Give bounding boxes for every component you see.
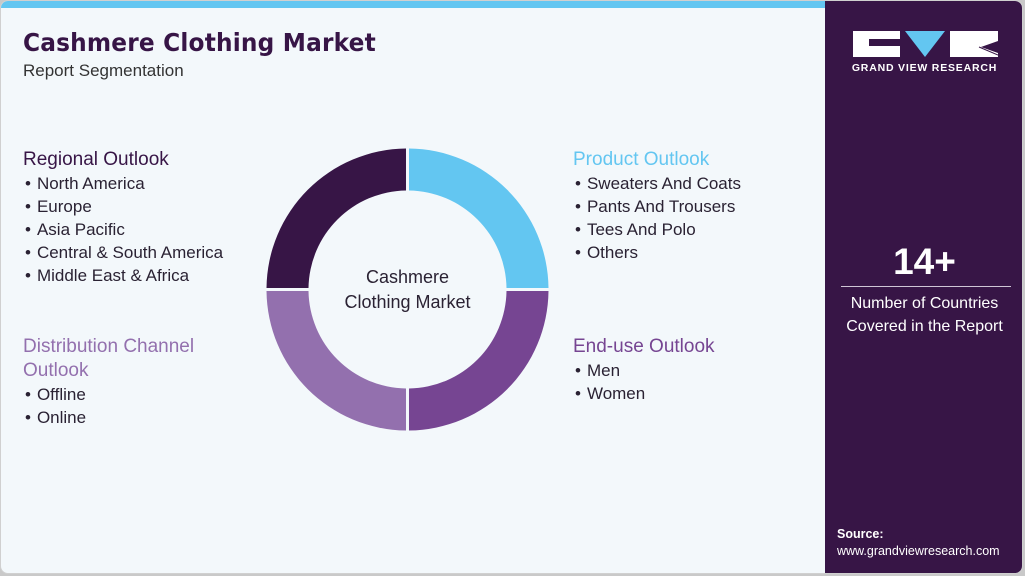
source-url[interactable]: www.grandviewresearch.com [837,544,1000,558]
list-item: Women [573,382,715,405]
source-label: Source: [837,527,884,541]
center-line-2: Clothing Market [344,292,471,312]
segment-list: Sweaters And Coats Pants And Trousers Te… [573,172,741,264]
donut-center-label: Cashmere Clothing Market [265,265,550,315]
donut-svg [266,148,549,431]
donut-slice-enduse [409,291,549,431]
brand-name: GRAND VIEW RESEARCH [851,62,998,74]
stat-value: 14+ [893,241,956,282]
stat-line-1: Number of Countries [850,295,999,312]
gvr-logo-icon [853,31,998,57]
stat-divider [841,286,1011,287]
stat-description: Number of Countries Covered in the Repor… [825,292,1022,338]
segment-regional: Regional Outlook North America Europe As… [23,148,223,287]
list-item: Online [23,406,238,429]
list-item: Middle East & Africa [23,264,223,287]
segment-distribution: Distribution Channel Outlook Offline Onl… [23,335,238,429]
segment-title: Distribution Channel Outlook [23,336,195,381]
list-item: Europe [23,195,223,218]
page-subtitle: Report Segmentation [23,61,184,80]
list-item: Central & South America [23,241,223,264]
segment-title: End-use Outlook [573,336,715,357]
list-item: Pants And Trousers [573,195,741,218]
donut-slice-regional [266,148,406,288]
top-accent-bar [1,1,825,8]
list-item: Sweaters And Coats [573,172,741,195]
list-item: Tees And Polo [573,218,741,241]
segment-list: North America Europe Asia Pacific Centra… [23,172,223,287]
segment-title: Product Outlook [573,149,710,170]
segment-product: Product Outlook Sweaters And Coats Pants… [573,148,741,264]
stat-line-2: Covered in the Report [846,318,1003,335]
list-item: Offline [23,383,238,406]
list-item: Men [573,359,715,382]
list-item: Asia Pacific [23,218,223,241]
list-item: North America [23,172,223,195]
donut-slice-distribution [266,291,406,431]
page-title: Cashmere Clothing Market [23,28,376,57]
donut-slice-product [409,148,549,288]
segment-title: Regional Outlook [23,149,169,170]
brand-sidebar [825,1,1022,573]
list-item: Others [573,241,741,264]
center-line-1: Cashmere [365,267,450,287]
segment-list: Men Women [573,359,715,405]
segment-enduse: End-use Outlook Men Women [573,335,715,405]
source-block: Source: www.grandviewresearch.com [837,526,1000,560]
segment-list: Offline Online [23,383,238,429]
donut-chart: Cashmere Clothing Market [265,147,550,432]
